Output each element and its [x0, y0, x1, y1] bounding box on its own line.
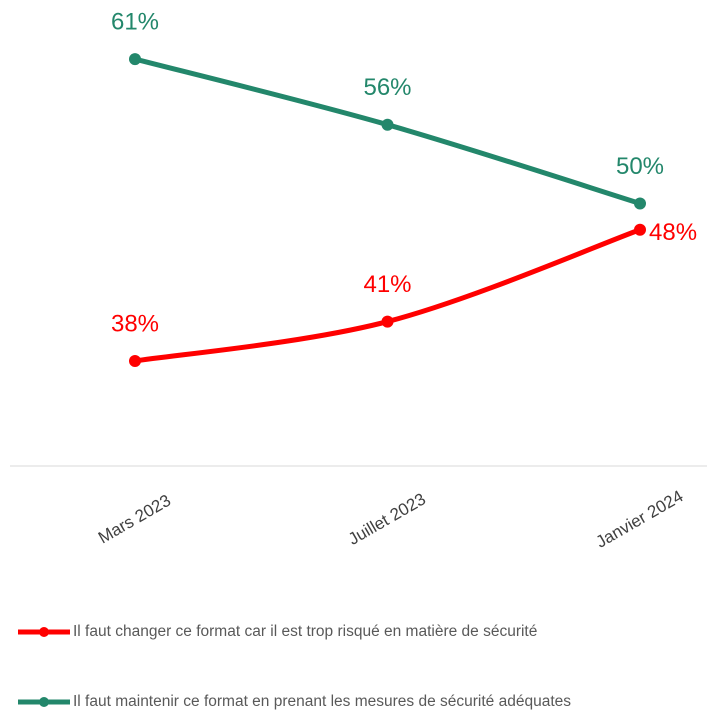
- data-point: [634, 223, 646, 236]
- legend-label: Il faut maintenir ce format en prenant l…: [73, 693, 571, 710]
- data-label: 56%: [363, 74, 411, 101]
- data-point: [129, 53, 141, 66]
- x-tick-label: Mars 2023: [95, 491, 174, 548]
- legend-marker: [39, 627, 49, 637]
- data-label: 61%: [111, 8, 159, 35]
- legend-marker: [39, 697, 49, 707]
- x-tick-label: Juillet 2023: [345, 489, 429, 548]
- x-tick-label: Janvier 2024: [593, 487, 687, 552]
- data-label: 41%: [363, 271, 411, 298]
- data-point: [381, 118, 394, 131]
- data-label: 50%: [616, 153, 664, 180]
- data-point: [634, 197, 646, 210]
- data-label: 48%: [649, 219, 697, 246]
- data-point: [381, 315, 394, 328]
- data-point: [129, 354, 141, 367]
- legend-label: Il faut changer ce format car il est tro…: [73, 623, 537, 640]
- data-label: 38%: [111, 310, 159, 337]
